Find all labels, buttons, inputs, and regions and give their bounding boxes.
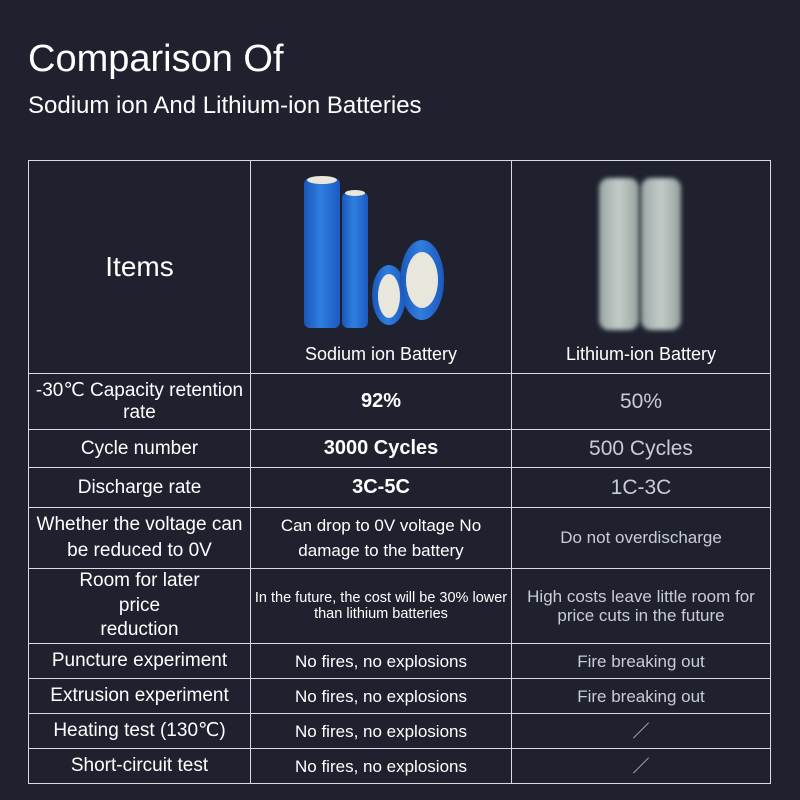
header-sodium: Sodium ion Battery (250, 160, 512, 374)
lithium-caption: Lithium-ion Battery (565, 343, 717, 364)
row-lithium: High costs leave little room for price c… (511, 567, 771, 645)
table-row: Cycle number 3000 Cycles 500 Cycles (28, 429, 771, 468)
row-item: Extrusion experiment (28, 678, 251, 715)
row-sodium: No fires, no explosions (250, 678, 512, 715)
row-lithium: ／ (511, 748, 771, 785)
table-row: Room for later price reduction In the fu… (28, 567, 771, 645)
row-lithium: Fire breaking out (511, 678, 771, 715)
row-sodium: No fires, no explosions (250, 713, 512, 750)
row-lithium: ／ (511, 713, 771, 750)
row-item: Cycle number (28, 429, 251, 468)
row-sodium: 3000 Cycles (250, 429, 512, 468)
row-sodium: No fires, no explosions (250, 643, 512, 680)
lithium-battery-image (515, 170, 767, 340)
row-lithium: 50% (511, 373, 771, 430)
table-row: Short-circuit test No fires, no explosio… (28, 748, 771, 785)
table-header-row: Items Sodium ion Battery Lithium-ion Bat… (28, 160, 771, 374)
row-lithium: Fire breaking out (511, 643, 771, 680)
table-row: Discharge rate 3C-5C 1C-3C (28, 467, 771, 508)
table-row: Heating test (130℃) No fires, no explosi… (28, 713, 771, 750)
page-subtitle: Sodium ion And Lithium-ion Batteries (28, 92, 422, 119)
comparison-table: Items Sodium ion Battery Lithium-ion Bat… (28, 160, 771, 785)
row-lithium: Do not overdischarge (511, 507, 771, 569)
table-row: -30℃ Capacity retention rate 92% 50% (28, 373, 771, 430)
row-item: Room for later price reduction (28, 567, 251, 645)
row-sodium: 92% (250, 373, 512, 430)
row-item: Whether the voltage can be reduced to 0V (28, 507, 251, 569)
row-item: Discharge rate (28, 467, 251, 508)
sodium-battery-image (254, 170, 508, 340)
row-sodium: No fires, no explosions (250, 748, 512, 785)
row-sodium: 3C-5C (250, 467, 512, 508)
header-items: Items (28, 160, 251, 374)
row-item: Short-circuit test (28, 748, 251, 785)
row-item: Puncture experiment (28, 643, 251, 680)
row-lithium: 500 Cycles (511, 429, 771, 468)
row-sodium: In the future, the cost will be 30% lowe… (250, 567, 512, 645)
row-item: -30℃ Capacity retention rate (28, 373, 251, 430)
header-lithium: Lithium-ion Battery (511, 160, 771, 374)
page-title: Comparison Of (28, 38, 284, 80)
table-row: Puncture experiment No fires, no explosi… (28, 643, 771, 680)
row-lithium: 1C-3C (511, 467, 771, 508)
sodium-caption: Sodium ion Battery (304, 343, 458, 364)
row-item: Heating test (130℃) (28, 713, 251, 750)
row-sodium: Can drop to 0V voltage No damage to the … (250, 507, 512, 569)
table-row: Extrusion experiment No fires, no explos… (28, 678, 771, 715)
table-row: Whether the voltage can be reduced to 0V… (28, 507, 771, 569)
